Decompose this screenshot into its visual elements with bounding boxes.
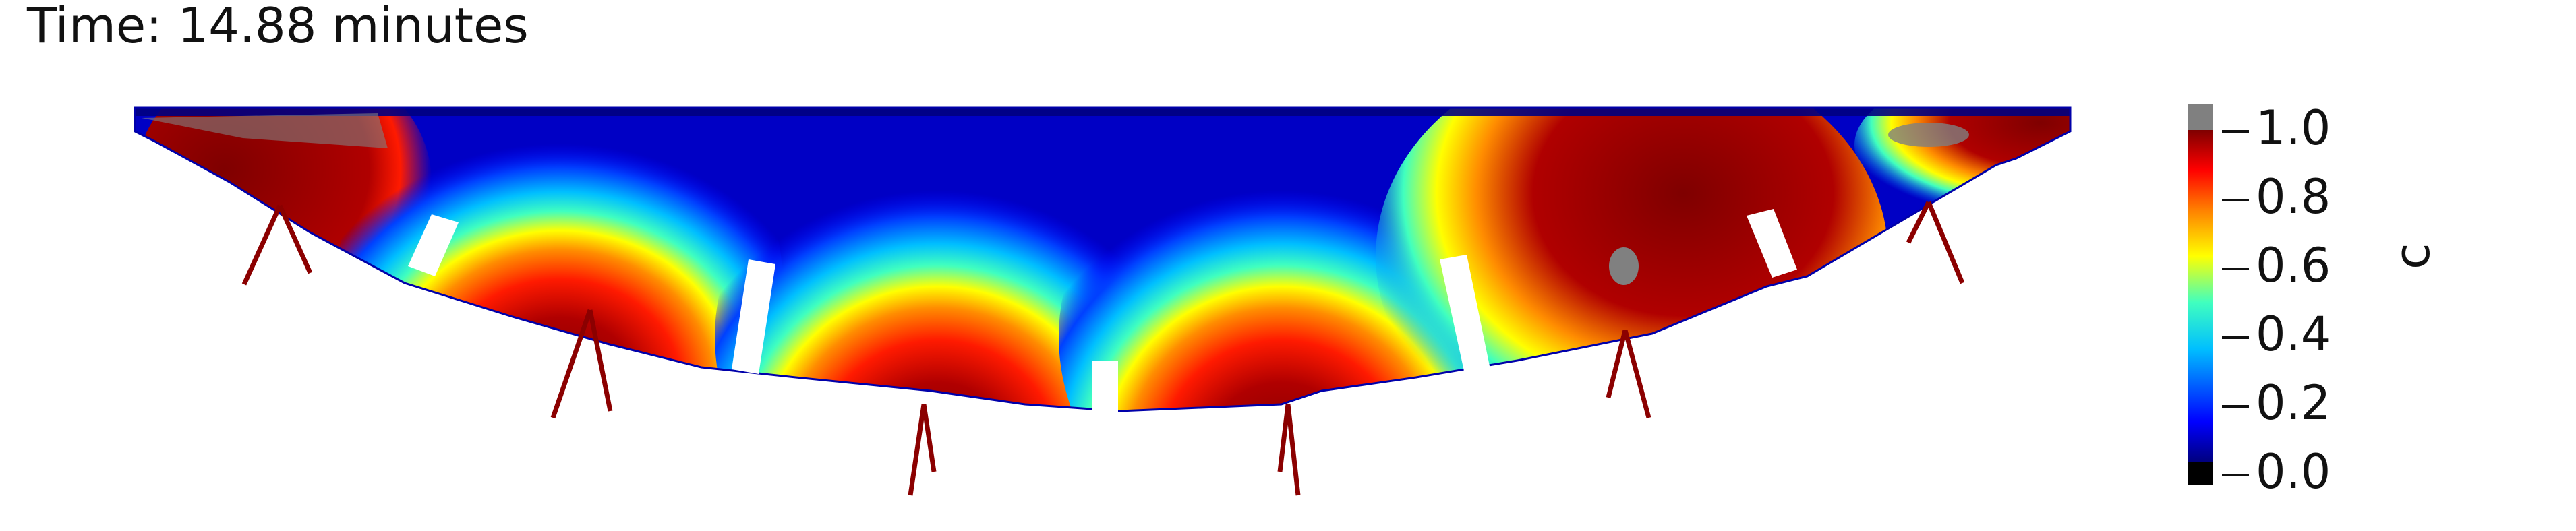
plume-right-corner xyxy=(1854,108,2070,219)
colorbar-above-range xyxy=(2188,104,2213,130)
colorbar-tick xyxy=(2222,268,2249,270)
colorbar-tick-label: 1.0 xyxy=(2256,100,2331,156)
colorbar-tick xyxy=(2222,405,2249,408)
colorbar-title: c xyxy=(2384,243,2440,270)
domain-outline xyxy=(134,106,2072,412)
colorbar-tick xyxy=(2222,130,2249,133)
plume-1 xyxy=(337,108,782,411)
colorbar-tick-label: 0.8 xyxy=(2256,169,2331,224)
colorbar-tick xyxy=(2222,474,2249,476)
colorbar-tick-label: 0.2 xyxy=(2256,375,2331,431)
colorbar-tick xyxy=(2222,199,2249,201)
time-label: Time: 14.88 minutes xyxy=(27,0,529,54)
colorbar-tick-label: 0.0 xyxy=(2256,444,2331,499)
inlet-pipes xyxy=(241,201,1965,496)
colorbar-tick-label: 0.6 xyxy=(2256,238,2331,293)
colorbar-gradient xyxy=(2188,104,2213,485)
colorbar-tick xyxy=(2222,336,2249,339)
colorbar-tick-label: 0.4 xyxy=(2256,307,2331,362)
plume-2 xyxy=(715,121,1160,411)
colorbar-below-range xyxy=(2188,462,2213,485)
obstacles xyxy=(408,209,1797,421)
